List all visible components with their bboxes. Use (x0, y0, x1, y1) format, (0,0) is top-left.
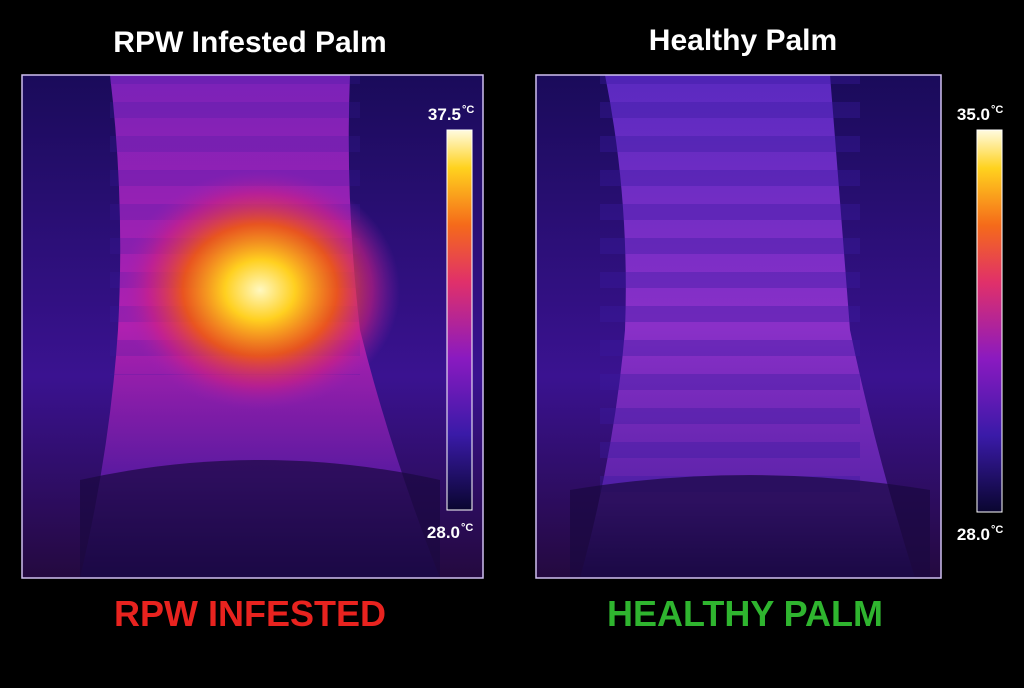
scale-min: 28.0 (957, 525, 990, 544)
scale-max: 37.5 (428, 105, 461, 124)
scale-unit: °C (991, 104, 1003, 116)
image-frame (535, 74, 942, 579)
panel-title: Healthy Palm (649, 24, 837, 57)
color-scale-bar (446, 129, 473, 511)
caption: RPW INFESTED (114, 593, 386, 634)
image-frame (21, 74, 484, 579)
caption: HEALTHY PALM (607, 593, 883, 634)
panel-title: RPW Infested Palm (113, 26, 386, 59)
color-scale-bar (976, 129, 1003, 513)
scale-unit: °C (461, 522, 473, 534)
thermal-image-infested (22, 75, 483, 578)
scale-min: 28.0 (427, 523, 460, 542)
thermal-image-healthy (536, 75, 941, 578)
scale-unit: °C (991, 524, 1003, 536)
scale-max: 35.0 (957, 105, 990, 124)
scale-unit: °C (462, 104, 474, 116)
